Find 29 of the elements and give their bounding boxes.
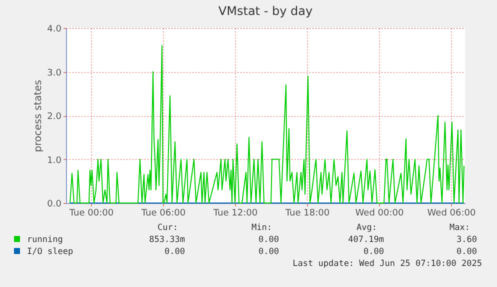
y-axis-title: process states <box>33 80 44 152</box>
x-tick-label: Tue 12:00 <box>212 208 258 218</box>
text: Min: <box>252 223 272 233</box>
text: 0.00 <box>164 247 185 257</box>
text: 0.00 <box>364 247 384 257</box>
text: 3.60 <box>456 235 477 245</box>
x-tick-label: Tue 18:00 <box>284 208 330 218</box>
y-tick-label: 2.0 <box>47 112 62 122</box>
x-tick-label: Wed 06:00 <box>427 208 476 218</box>
y-tick-label: 4.0 <box>47 24 62 34</box>
legend-label: I/O sleep <box>27 247 74 257</box>
x-tick-label: Wed 00:00 <box>355 208 404 218</box>
x-tick-label: Tue 06:00 <box>140 208 186 218</box>
text: Cur: <box>158 223 178 233</box>
y-tick-label: 3.0 <box>47 68 62 78</box>
chart-title: VMstat - by day <box>218 4 313 18</box>
text: Max: <box>450 223 470 233</box>
text: 0.00 <box>258 247 279 257</box>
legend-label: running <box>27 235 63 245</box>
text: Avg: <box>356 223 377 233</box>
text: 407.19m <box>348 235 384 245</box>
line-series <box>70 45 464 204</box>
y-tick-label: 0.0 <box>47 200 62 210</box>
text: 0.00 <box>258 235 279 245</box>
text: 853.33m <box>149 235 185 245</box>
text: Last update: Wed Jun 25 07:10:00 2025 <box>292 259 482 269</box>
y-tick-label: 1.0 <box>47 156 62 166</box>
text: 0.00 <box>456 247 477 257</box>
x-tick-label: Tue 00:00 <box>68 208 114 218</box>
